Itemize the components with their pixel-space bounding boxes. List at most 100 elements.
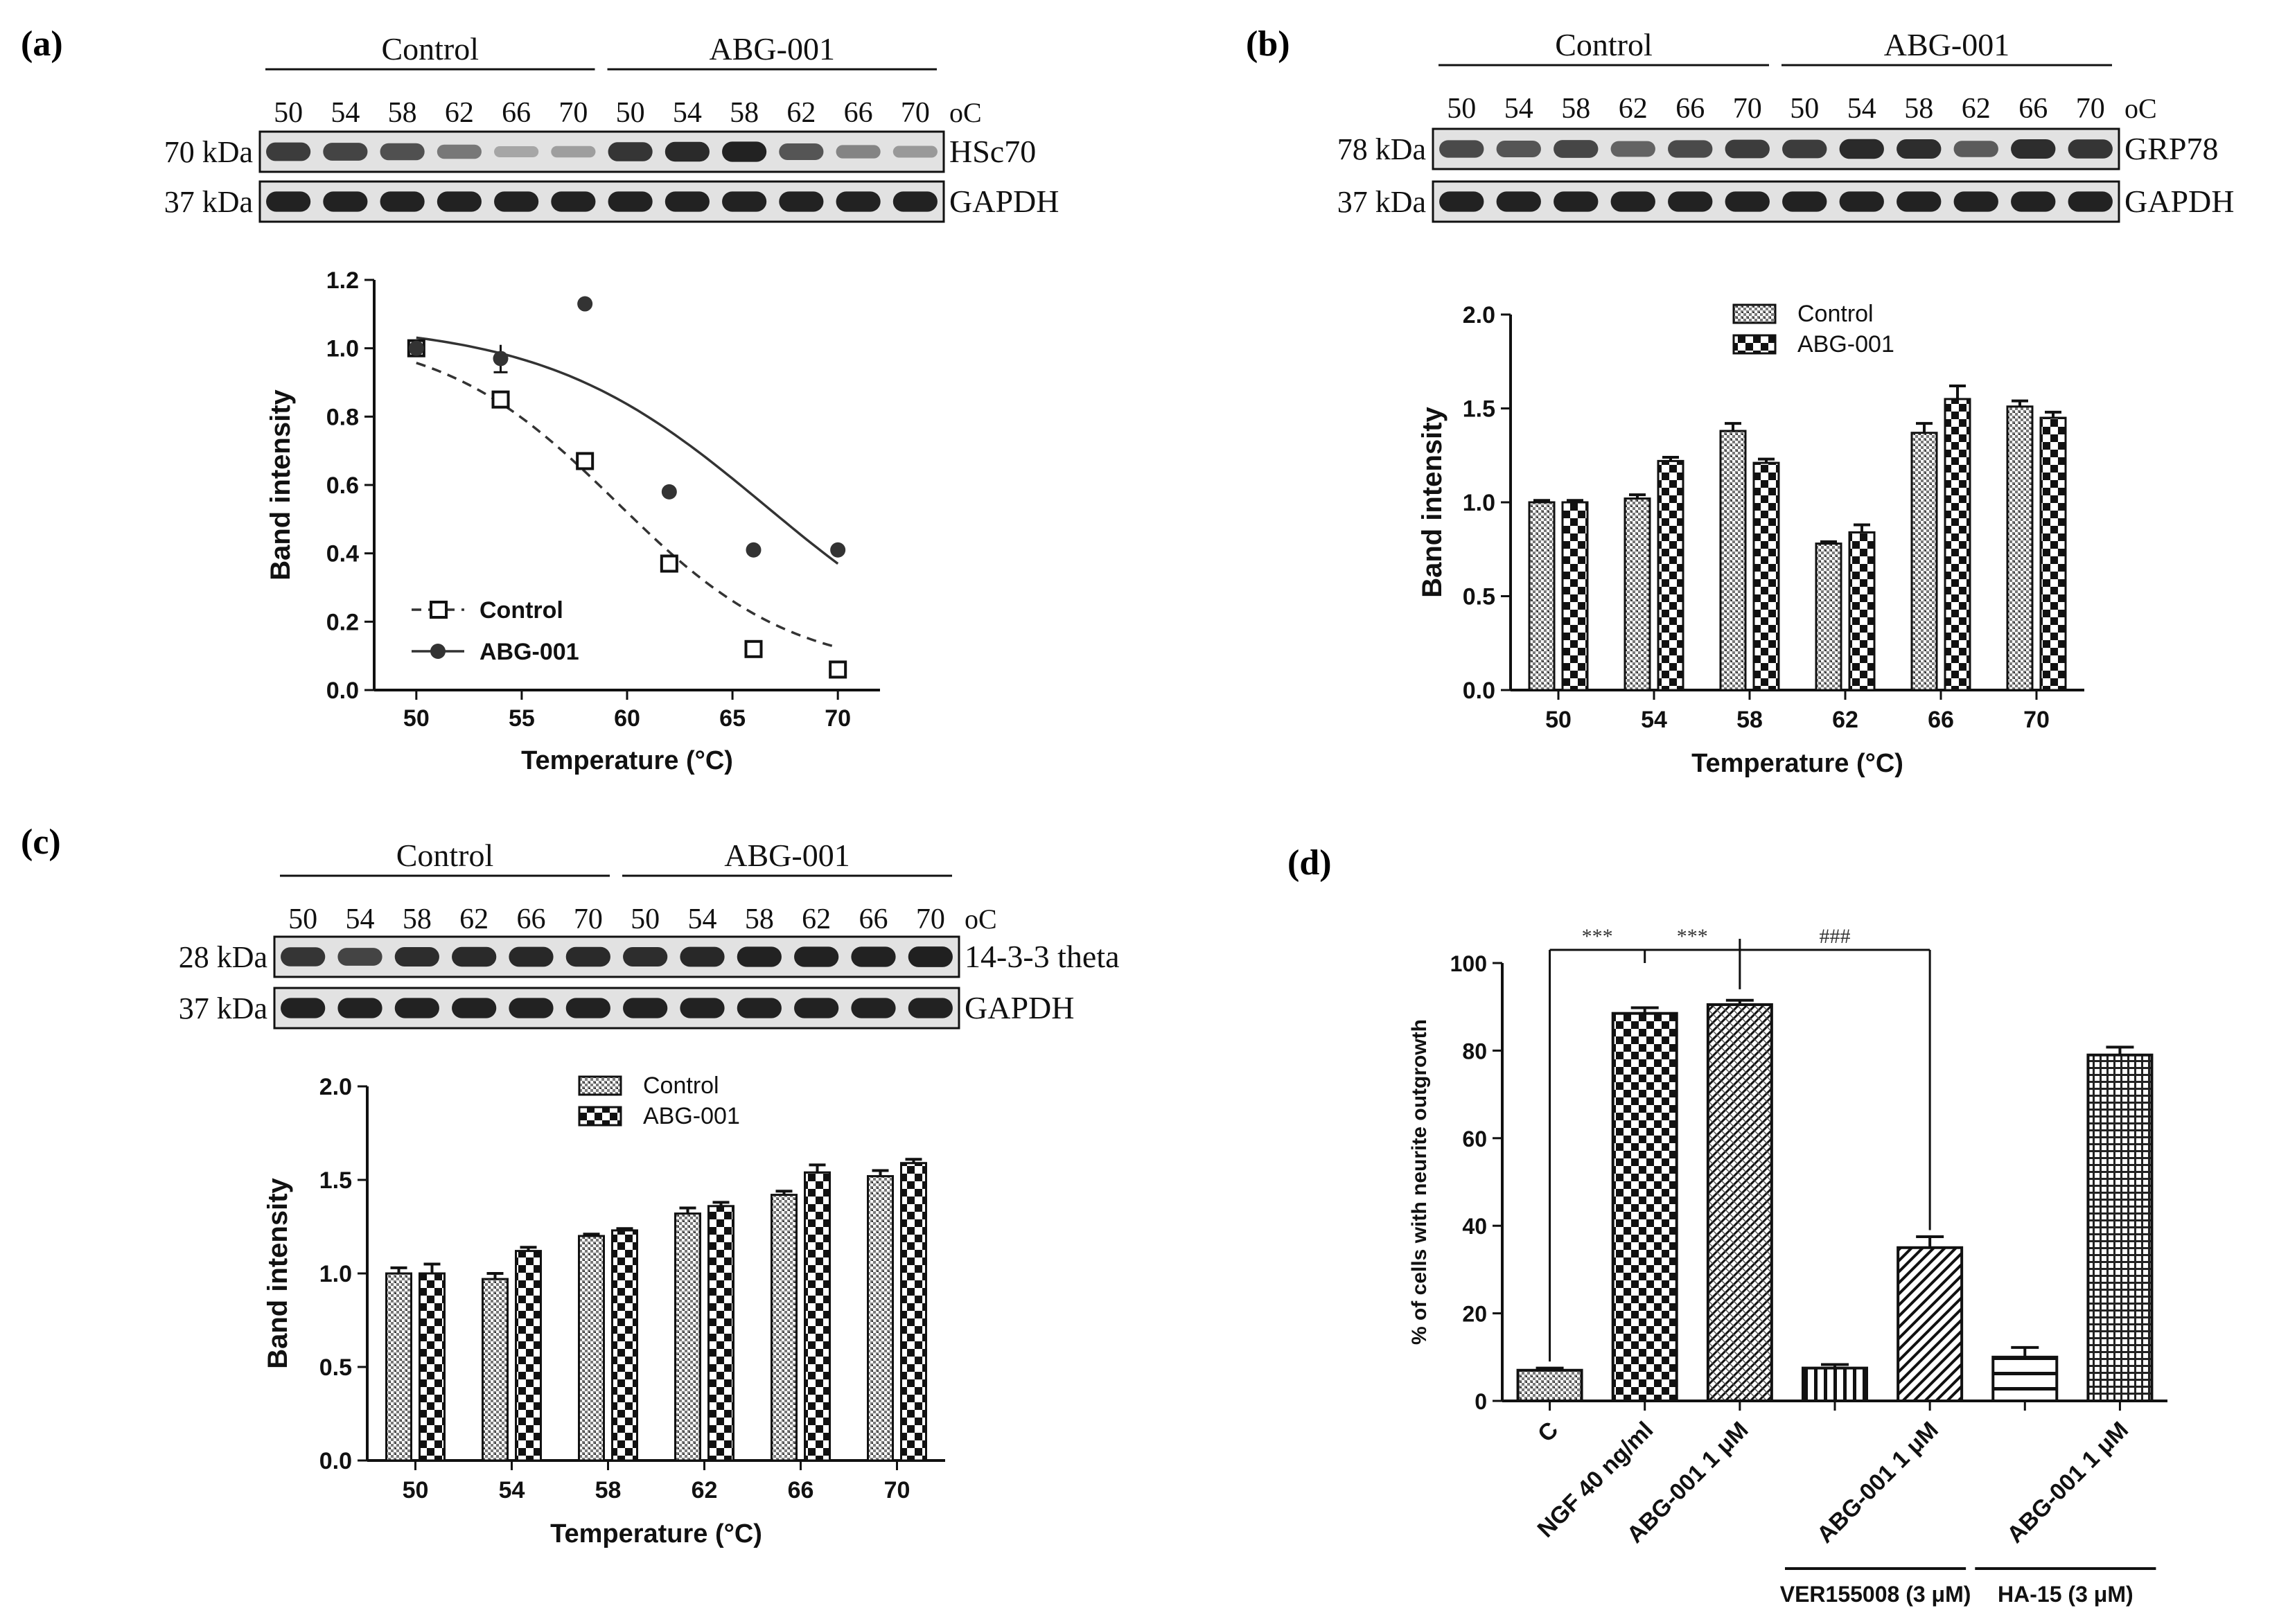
- molecular-weight-label: 37 kDa: [164, 185, 253, 219]
- group-label: ABG-001: [1884, 27, 2009, 62]
- lane-temp-label: 62: [445, 97, 474, 129]
- x-tick-label: 58: [595, 1477, 622, 1503]
- protein-band: [1610, 141, 1655, 157]
- chart-b: 0.0 0.5 1.0 1.5 2.0 Band intensity 50 54 58 62 66 7…: [1417, 301, 2084, 778]
- bar-abg001: [2039, 416, 2067, 691]
- molecular-weight-label: 28 kDa: [179, 940, 267, 974]
- y-axis-label: Band intensity: [263, 1177, 293, 1368]
- protein-band: [836, 145, 881, 159]
- bar-control: [674, 1212, 701, 1462]
- fit-curve-1: [416, 336, 839, 565]
- protein-band: [680, 998, 725, 1018]
- panel-label: (a): [21, 24, 63, 64]
- lane-temp-label: 58: [1904, 93, 1933, 125]
- data-point-abg001: [661, 484, 677, 500]
- protein-band: [452, 998, 497, 1018]
- group-label: Control: [381, 31, 479, 67]
- bar-abg001: [419, 1272, 446, 1462]
- protein-band: [1668, 191, 1713, 212]
- protein-band: [337, 948, 382, 966]
- protein-band: [1897, 139, 1942, 159]
- lane-temp-label: 50: [274, 97, 303, 129]
- protein-name-label: GRP78: [2124, 131, 2218, 166]
- bar-abg001: [707, 1205, 734, 1462]
- protein-band: [1668, 140, 1713, 158]
- protein-band: [1725, 191, 1770, 212]
- protein-band: [1554, 191, 1599, 212]
- y-axis-label: Band intensity: [1417, 406, 1448, 597]
- protein-name-label: 14-3-3 theta: [965, 939, 1120, 974]
- bar-control: [771, 1194, 798, 1462]
- lane-temp-label: 62: [786, 97, 816, 129]
- protein-band: [281, 998, 326, 1018]
- y-tick-label: 60: [1462, 1127, 1487, 1151]
- bar-control: [578, 1235, 605, 1462]
- group-label: Control: [1555, 27, 1653, 62]
- y-tick-label: 0.2: [326, 609, 359, 635]
- x-axis-label: Temperature (°C): [1691, 749, 1903, 778]
- lane-temp-label: 54: [346, 903, 375, 935]
- lane-temp-label: 70: [574, 903, 603, 935]
- bar: [1706, 1003, 1773, 1403]
- bar-control: [1910, 432, 1938, 691]
- protein-band: [2068, 191, 2113, 212]
- protein-band: [608, 191, 653, 212]
- protein-band: [665, 191, 710, 212]
- y-axis-label: % of cells with neurite outgrowth: [1408, 1019, 1431, 1345]
- bar: [1802, 1366, 1868, 1402]
- protein-band: [680, 946, 725, 967]
- bar-control: [482, 1278, 509, 1462]
- legend-label: ABG-001: [643, 1103, 740, 1129]
- protein-band: [565, 998, 610, 1018]
- y-tick-label: 0: [1475, 1389, 1487, 1414]
- significance-label: ***: [1677, 925, 1708, 948]
- temp-unit: oC: [949, 97, 982, 128]
- lane-temp-label: 50: [1790, 93, 1819, 125]
- legend-swatch: [578, 1075, 622, 1096]
- x-tick-label: 50: [1545, 707, 1572, 733]
- lane-temp-label: 70: [901, 97, 930, 129]
- y-tick-label: 100: [1450, 951, 1487, 976]
- protein-band: [1725, 139, 1770, 159]
- group-label: ABG-001: [710, 31, 835, 67]
- group-label: ABG-001: [724, 838, 850, 873]
- blot-strip: [1432, 180, 2120, 223]
- protein-band: [779, 191, 824, 212]
- significance-label: ###: [1820, 925, 1851, 948]
- legend-label: Control: [643, 1073, 719, 1099]
- molecular-weight-label: 70 kDa: [164, 135, 253, 169]
- y-tick-label: 2.0: [1463, 302, 1495, 328]
- protein-band: [608, 142, 653, 161]
- protein-band: [337, 998, 382, 1018]
- panel-label: (c): [21, 822, 61, 862]
- lane-temp-label: 58: [730, 97, 759, 129]
- bar-control: [1624, 497, 1651, 691]
- legend-swatch: [1732, 303, 1777, 324]
- lane-temp-label: 70: [2076, 93, 2105, 125]
- protein-band: [323, 191, 368, 212]
- x-tick-label: 70: [2023, 707, 2050, 733]
- protein-band: [851, 946, 896, 967]
- lane-temp-label: 66: [502, 97, 531, 129]
- legend-label: ABG-001: [479, 639, 579, 665]
- protein-band: [494, 191, 539, 212]
- protein-band: [908, 946, 953, 967]
- y-tick-label: 0.0: [319, 1448, 352, 1474]
- temp-unit: oC: [2124, 93, 2157, 124]
- chart-a: 0.0 0.2 0.4 0.6 0.8 1.0 1.2 Band intensity 50 55 6…: [265, 267, 880, 775]
- lane-temp-label: 70: [1733, 93, 1762, 125]
- bar-abg001: [611, 1229, 638, 1462]
- protein-band: [1839, 191, 1884, 212]
- significance-label: ***: [1582, 925, 1613, 948]
- protein-band: [737, 946, 782, 967]
- protein-name-label: HSc70: [949, 134, 1036, 169]
- y-tick-label: 0.5: [319, 1354, 352, 1381]
- protein-band: [266, 142, 311, 161]
- lane-temp-label: 62: [459, 903, 489, 935]
- bar-abg001: [804, 1171, 831, 1462]
- western-blot-b: Control ABG-001 50 54 58 62 66 70 50 54 58 62 66 70 oC…: [1337, 27, 2234, 223]
- protein-name-label: GAPDH: [2124, 184, 2234, 219]
- protein-band: [1496, 191, 1541, 212]
- lane-temp-label: 50: [616, 97, 645, 129]
- protein-band: [779, 143, 824, 161]
